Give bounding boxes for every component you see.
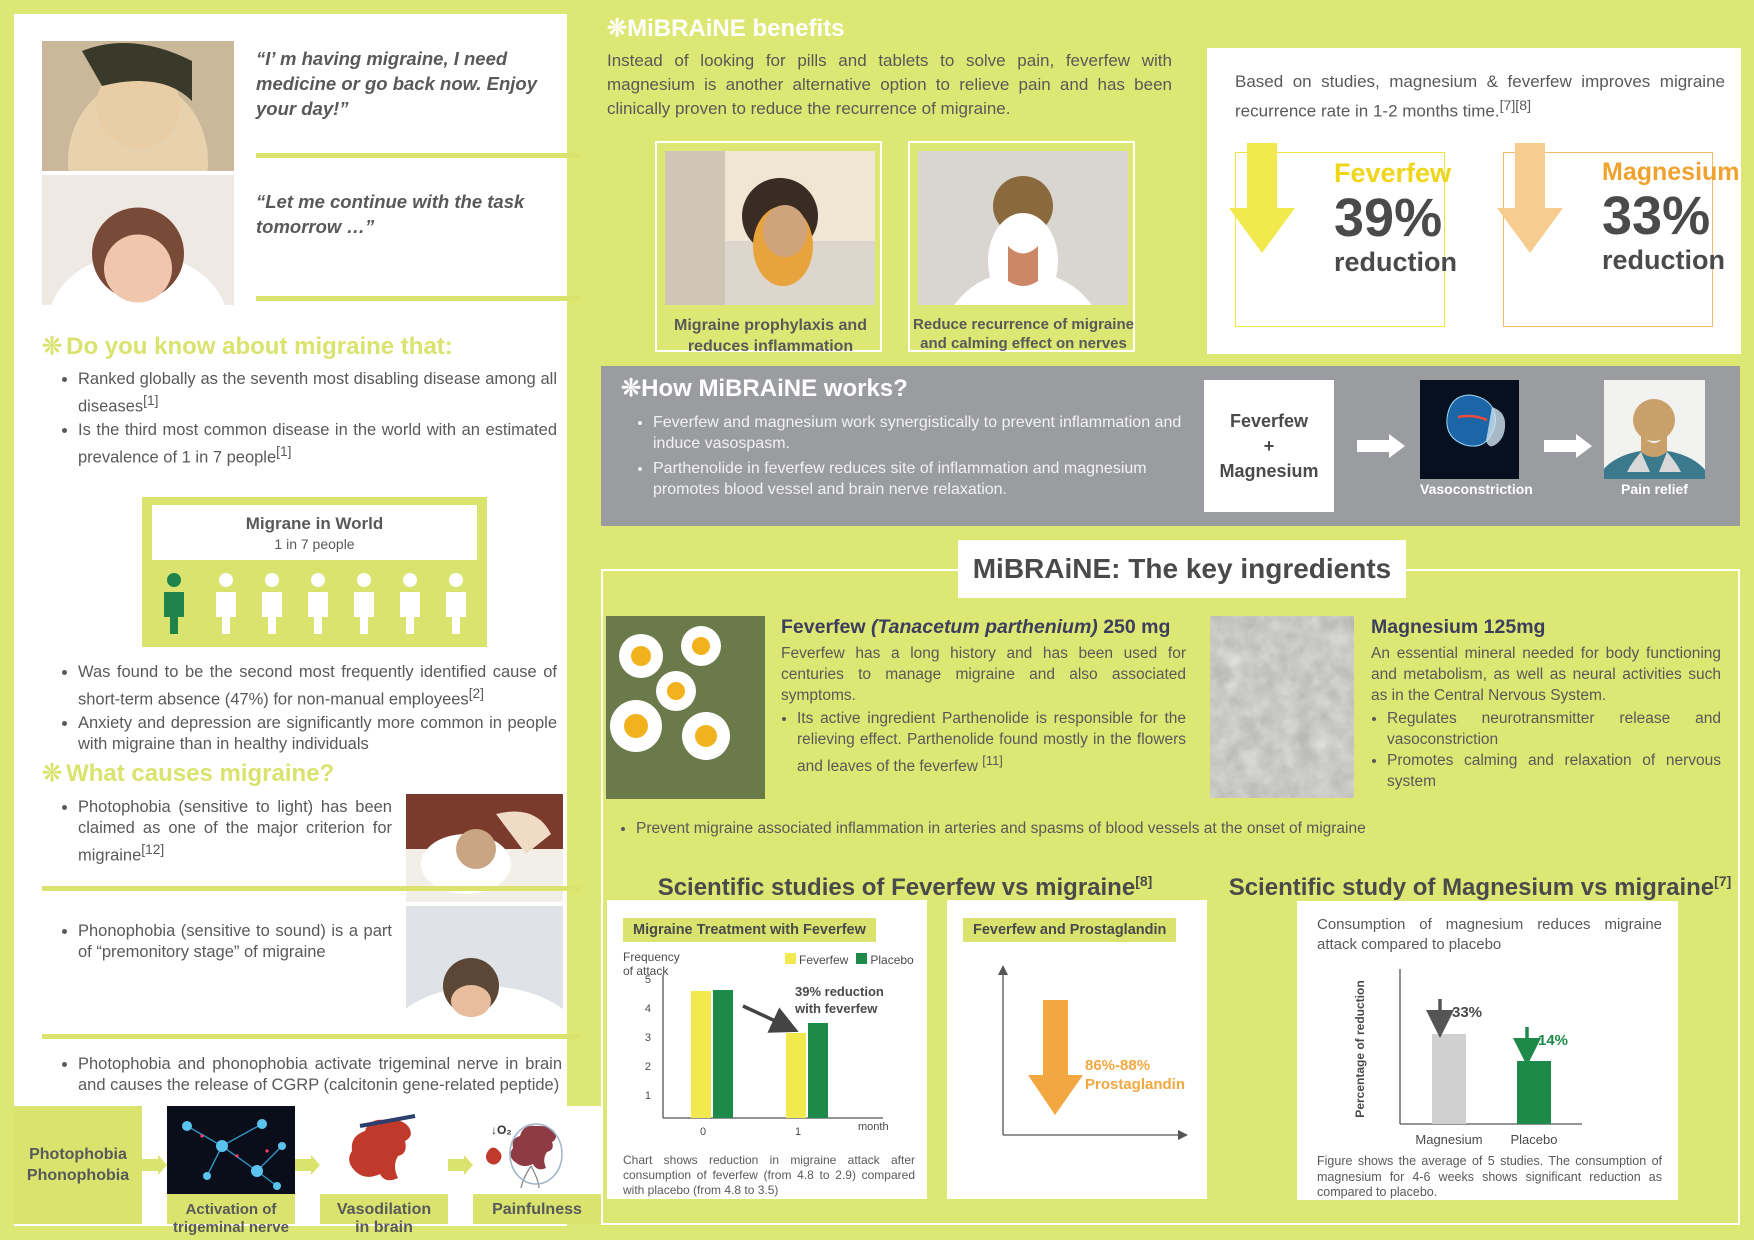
svg-text:33%: 33% [1452, 1004, 1482, 1021]
svg-text:0: 0 [700, 1126, 706, 1138]
svg-text:5: 5 [645, 975, 651, 986]
svg-text:Percentage of reduction: Percentage of reduction [1353, 980, 1367, 1117]
svg-text:Placebo: Placebo [1511, 1132, 1558, 1147]
svg-text:86%-88%: 86%-88% [1085, 1057, 1150, 1074]
svg-text:Magnesium: Magnesium [1415, 1132, 1482, 1147]
svg-text:↓O₂: ↓O₂ [491, 1123, 512, 1137]
svg-text:Prostaglandin: Prostaglandin [1085, 1076, 1185, 1093]
svg-text:1: 1 [795, 1126, 801, 1138]
svg-text:14%: 14% [1538, 1032, 1568, 1049]
svg-text:1: 1 [645, 1090, 651, 1102]
svg-text:39% reduction: 39% reduction [795, 984, 884, 999]
svg-text:4: 4 [645, 1003, 651, 1015]
svg-text:3: 3 [645, 1032, 651, 1044]
svg-text:2: 2 [645, 1061, 651, 1073]
svg-text:month: month [858, 1121, 889, 1133]
svg-text:with feverfew: with feverfew [794, 1001, 878, 1016]
